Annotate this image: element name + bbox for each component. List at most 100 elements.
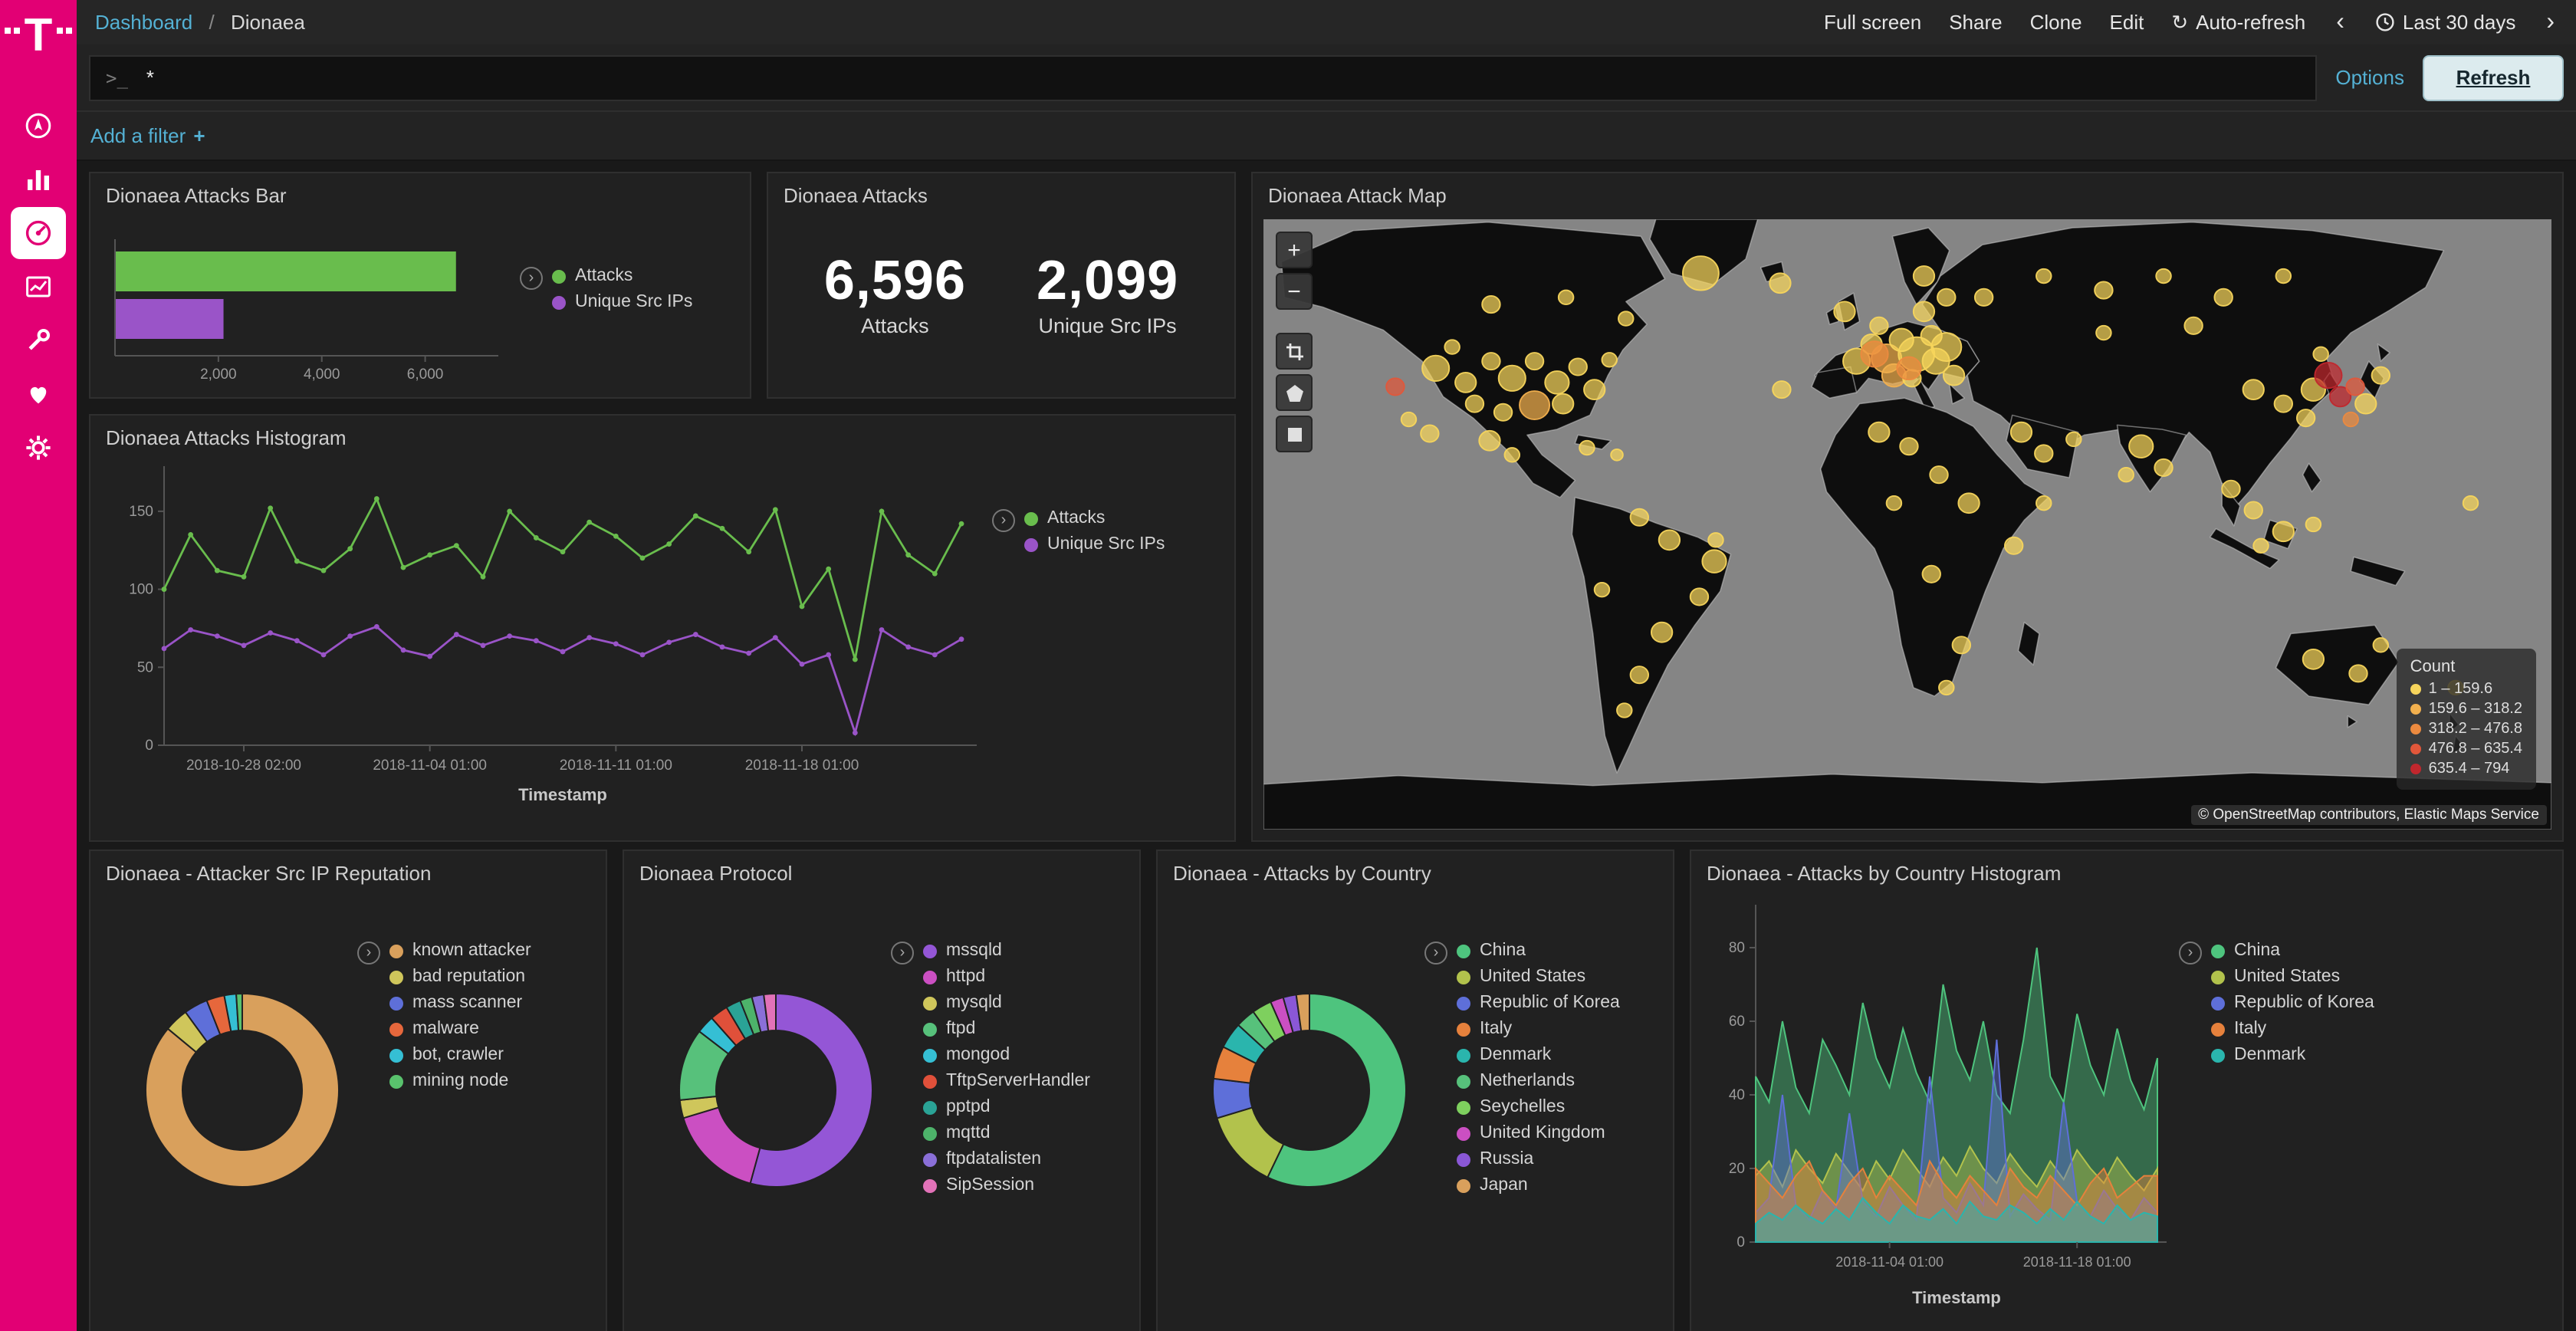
data-point[interactable] [507,508,513,514]
legend-item[interactable]: mysqld [923,994,1090,1012]
attack-bubble[interactable] [2314,362,2343,389]
legend-item[interactable]: Russia [1457,1150,1620,1168]
attack-bubble[interactable] [2155,268,2172,284]
attack-bubble[interactable] [1938,679,1955,696]
data-point[interactable] [427,653,433,659]
reputation-donut-chart[interactable] [127,975,357,1205]
series-area[interactable] [1755,1158,2158,1243]
data-point[interactable] [161,646,167,652]
legend-item[interactable]: Republic of Korea [2211,994,2374,1012]
legend-item[interactable]: pptpd [923,1098,1090,1116]
legend-item[interactable]: China [2211,942,2374,960]
attack-bubble[interactable] [2328,386,2352,408]
data-point[interactable] [347,546,353,552]
attack-bubble[interactable] [2272,521,2295,543]
zoom-in-button[interactable]: + [1276,232,1313,268]
data-point[interactable] [480,573,486,580]
data-point[interactable] [214,633,220,639]
data-point[interactable] [613,641,619,647]
attack-bubble[interactable] [2302,648,2325,670]
attack-bubble[interactable] [2128,434,2154,458]
donut-slice[interactable] [1266,992,1407,1188]
legend-item[interactable]: Attacks [552,267,692,285]
data-point[interactable] [879,627,885,633]
attack-bubble[interactable] [2183,316,2203,335]
legend-item[interactable]: ftpd [923,1020,1090,1038]
legend-item[interactable]: Unique Src IPs [1024,535,1165,554]
attack-bubble[interactable] [1544,370,1570,395]
data-point[interactable] [719,644,725,650]
breadcrumb-dashboard-link[interactable]: Dashboard [95,11,193,34]
attack-bubble[interactable] [1481,295,1501,314]
data-point[interactable] [241,573,247,580]
attack-bubble[interactable] [1658,529,1681,551]
protocol-donut-chart[interactable] [661,975,891,1205]
attack-bubble[interactable] [2221,479,2241,498]
attack-bubble[interactable] [1701,549,1727,573]
attack-bubble[interactable] [1896,356,1922,381]
attack-bubble[interactable] [1937,288,1957,307]
data-point[interactable] [666,541,672,547]
legend-item[interactable]: mssqld [923,942,1090,960]
attack-bubble[interactable] [2305,516,2322,533]
attack-bubble[interactable] [2009,421,2033,443]
data-point[interactable] [692,632,698,637]
attack-bubble[interactable] [1421,354,1451,382]
time-forward-chevron[interactable]: › [2546,8,2555,35]
search-query-input[interactable]: >_ * [89,54,2318,100]
data-point[interactable] [347,633,353,639]
attack-bubble[interactable] [1552,393,1575,415]
data-point[interactable] [958,636,964,642]
data-point[interactable] [719,525,725,531]
legend-item[interactable]: United States [1457,968,1620,986]
nav-management[interactable] [11,422,66,474]
data-point[interactable] [268,505,274,511]
zoom-out-button[interactable]: − [1276,273,1313,310]
attack-bubble[interactable] [1478,429,1501,452]
attack-bubble[interactable] [2348,664,2368,683]
polygon-draw-icon[interactable] [1276,374,1313,411]
donut-slice[interactable] [145,992,340,1188]
nav-discover[interactable] [11,100,66,152]
map-canvas[interactable] [1263,219,2551,830]
data-point[interactable] [188,531,194,537]
legend-toggle-icon[interactable]: › [891,942,914,965]
attack-bubble[interactable] [2312,346,2329,363]
legend-item[interactable]: Italy [2211,1020,2374,1038]
data-point[interactable] [533,638,539,644]
legend-item[interactable]: bot, crawler [389,1046,531,1064]
legend-item[interactable]: httpd [923,968,1090,986]
attack-bubble[interactable] [2034,444,2054,463]
data-point[interactable] [320,652,327,658]
donut-slice[interactable] [749,992,873,1188]
data-point[interactable] [799,661,805,667]
edit-button[interactable]: Edit [2109,11,2144,34]
data-point[interactable] [400,647,406,653]
attack-bubble[interactable] [1503,447,1521,463]
attack-bubble[interactable] [2036,495,2052,511]
attack-bubble[interactable] [2354,393,2377,415]
data-point[interactable] [453,543,459,549]
attack-bubble[interactable] [1682,255,1720,291]
legend-toggle-icon[interactable]: › [992,509,1015,532]
legend-item[interactable]: mongod [923,1046,1090,1064]
legend-item[interactable]: ftpdatalisten [923,1150,1090,1168]
attack-bubble[interactable] [1493,403,1513,422]
attack-bubble[interactable] [1921,564,1941,583]
attack-bubble[interactable] [1912,265,1936,287]
attack-bubble[interactable] [1481,352,1501,371]
data-point[interactable] [639,652,646,658]
data-point[interactable] [666,639,672,646]
bar-segment[interactable] [115,299,224,339]
donut-slice[interactable] [682,1106,761,1185]
attack-bubble[interactable] [2342,411,2359,428]
legend-item[interactable]: Japan [1457,1176,1620,1195]
legend-item[interactable]: Unique Src IPs [552,293,692,311]
attack-bubble[interactable] [1650,621,1674,643]
attack-bubble[interactable] [1769,272,1792,294]
attack-bubble[interactable] [1568,357,1588,376]
map-attribution[interactable]: © OpenStreetMap contributors, Elastic Ma… [2190,805,2547,825]
data-point[interactable] [613,534,619,539]
data-point[interactable] [772,635,778,641]
donut-slice[interactable] [1295,992,1310,1032]
